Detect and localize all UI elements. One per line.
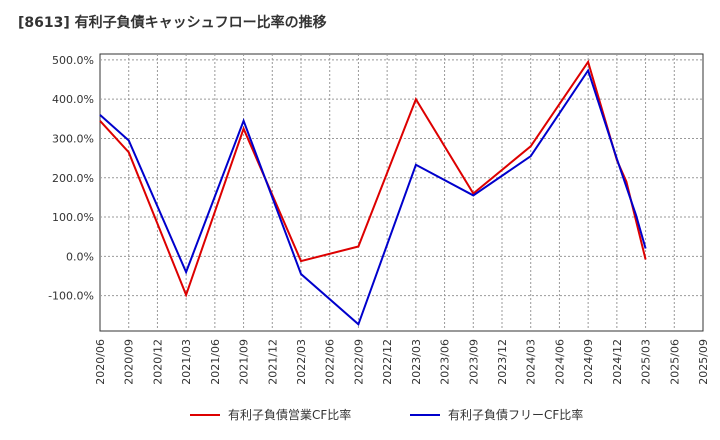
x-tick-label: 2023/09 — [467, 339, 480, 385]
y-tick-label: 300.0% — [52, 132, 94, 145]
legend-label-2: 有利子負債フリーCF比率 — [448, 407, 583, 422]
x-tick-label: 2023/12 — [496, 339, 509, 385]
x-tick-label: 2024/12 — [611, 339, 624, 385]
x-tick-label: 2022/03 — [295, 339, 308, 385]
plot-area — [99, 53, 704, 332]
y-tick-label: 400.0% — [52, 93, 94, 106]
x-tick-label: 2021/12 — [266, 339, 279, 385]
y-tick-label: -100.0% — [48, 290, 94, 303]
x-tick-label: 2024/03 — [525, 339, 538, 385]
x-tick-label: 2022/12 — [381, 339, 394, 385]
x-tick-label: 2025/09 — [697, 339, 710, 385]
x-tick-label: 2022/09 — [352, 339, 365, 385]
x-tick-label: 2020/09 — [123, 339, 136, 385]
y-tick-label: 200.0% — [52, 172, 94, 185]
x-tick-label: 2021/06 — [209, 339, 222, 385]
legend-label-1: 有利子負債営業CF比率 — [228, 407, 351, 422]
x-tick-label: 2025/03 — [640, 339, 653, 385]
series-line-2 — [99, 68, 647, 327]
y-tick-label: 500.0% — [52, 54, 94, 67]
x-tick-label: 2022/06 — [324, 339, 337, 385]
chart-title: [8613] 有利子負債キャッシュフロー比率の推移 — [18, 15, 327, 31]
y-tick-label: 100.0% — [52, 211, 94, 224]
x-tick-label: 2020/06 — [94, 339, 107, 385]
x-tick-label: 2021/03 — [180, 339, 193, 385]
y-tick-label: 0.0% — [66, 250, 94, 263]
x-tick-label: 2025/06 — [668, 339, 681, 385]
x-tick-label: 2023/03 — [410, 339, 423, 385]
x-tick-label: 2024/09 — [582, 339, 595, 385]
x-tick-label: 2021/09 — [238, 339, 251, 385]
x-tick-label: 2023/06 — [439, 339, 452, 385]
x-tick-label: 2020/12 — [151, 339, 164, 385]
x-tick-label: 2024/06 — [553, 339, 566, 385]
